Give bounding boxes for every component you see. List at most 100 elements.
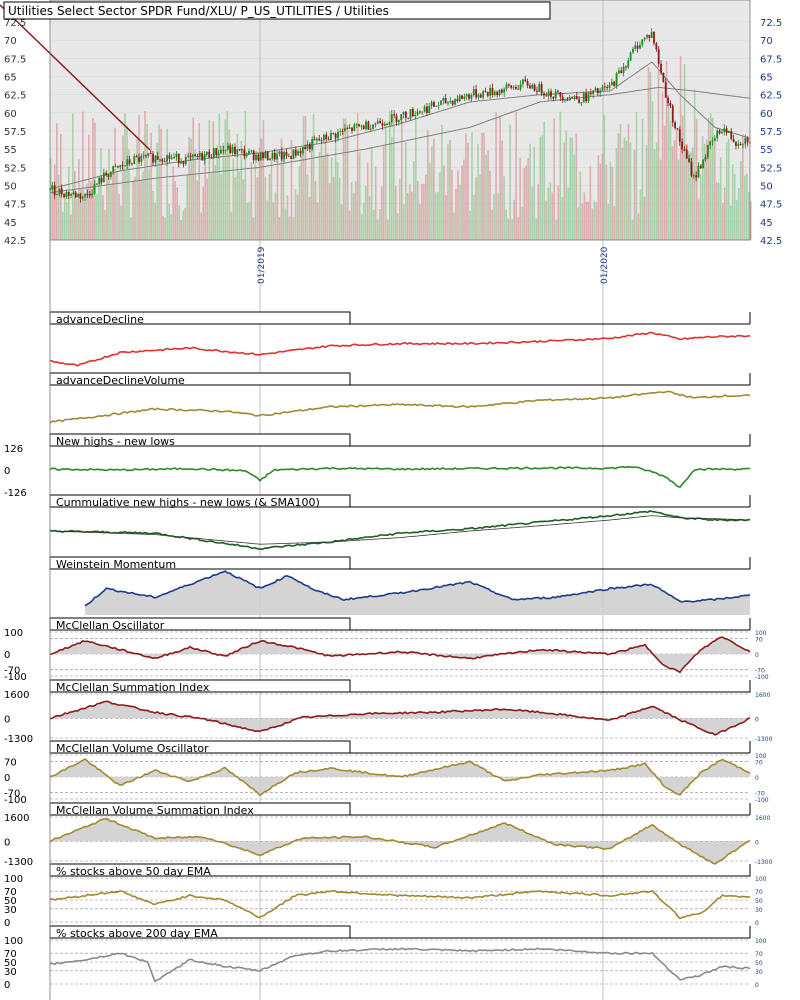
- candle-body: [634, 45, 637, 49]
- candle-body: [273, 152, 276, 160]
- volume-bar: [62, 211, 64, 240]
- candle-body: [367, 121, 370, 130]
- volume-bar: [669, 121, 672, 240]
- candle-body: [159, 159, 161, 161]
- candle-body: [264, 151, 267, 159]
- volume-bar: [310, 140, 313, 240]
- volume-bar: [134, 176, 136, 240]
- candle-body: [402, 111, 405, 115]
- candle-body: [685, 149, 688, 159]
- volume-bar: [585, 201, 588, 240]
- mcclellanVolSum-y-tick: 1600: [4, 813, 29, 824]
- volume-bar: [142, 171, 144, 240]
- volume-bar: [593, 200, 596, 240]
- candle-body: [67, 191, 70, 196]
- volume-bar: [108, 148, 110, 240]
- candle-body: [358, 124, 360, 127]
- volume-bar: [575, 133, 578, 240]
- price-y-tick-right: 60: [760, 109, 773, 120]
- candle-body: [362, 125, 365, 129]
- volume-bar: [625, 140, 628, 240]
- candle-body: [463, 96, 466, 99]
- pct50-right-tick: 50: [755, 898, 763, 905]
- price-y-tick-right: 45: [760, 218, 773, 229]
- candle-body: [397, 119, 400, 123]
- volume-bar: [186, 174, 188, 240]
- candle-body: [435, 105, 438, 107]
- volume-bar: [437, 191, 439, 240]
- volume-bar: [192, 117, 195, 240]
- candle-body: [93, 184, 96, 194]
- volume-bar: [563, 142, 566, 240]
- volume-bar: [58, 174, 60, 240]
- volume-bar: [477, 144, 479, 240]
- volume-bar: [394, 185, 397, 240]
- candle-body: [245, 154, 248, 157]
- candle-body: [313, 139, 316, 141]
- candle-body: [426, 106, 428, 113]
- volume-bar: [232, 158, 235, 240]
- candle-body: [681, 141, 684, 150]
- price-y-tick-left: 67.5: [4, 54, 26, 65]
- volume-bar: [617, 133, 620, 240]
- volume-bar: [571, 137, 574, 240]
- candle-body: [287, 155, 290, 157]
- candle-body: [229, 145, 232, 153]
- candle-body: [248, 150, 250, 155]
- candle-body: [294, 149, 297, 156]
- volume-bar: [431, 146, 433, 240]
- candle-body: [711, 140, 714, 142]
- pct200-title: % stocks above 200 day EMA: [56, 927, 218, 940]
- candle-body: [285, 151, 288, 156]
- price-y-tick-right: 50: [760, 182, 773, 193]
- price-panel-border: [49, 0, 751, 241]
- volume-bar: [358, 152, 361, 240]
- volume-bar: [156, 143, 158, 240]
- candle-body: [477, 94, 480, 98]
- candle-body: [222, 149, 225, 151]
- candle-body: [538, 83, 541, 92]
- candle-body: [374, 123, 377, 125]
- candle-body: [348, 127, 351, 129]
- volume-bar: [427, 130, 429, 240]
- volume-bar: [469, 210, 471, 240]
- volume-bar: [471, 132, 473, 240]
- volume-bar: [715, 182, 718, 240]
- volume-bar: [445, 195, 447, 240]
- price-y-tick-left: 42.5: [4, 236, 26, 247]
- volume-bar: [511, 219, 513, 240]
- volume-bar: [298, 165, 301, 240]
- candle-body: [713, 138, 716, 141]
- candle-body: [201, 153, 204, 161]
- candle-body: [140, 155, 143, 162]
- volume-bar: [324, 142, 327, 240]
- candle-body: [688, 158, 691, 162]
- candle-body: [266, 151, 269, 160]
- candle-body: [625, 66, 627, 68]
- candle-body: [683, 149, 686, 151]
- volume-bar: [356, 112, 359, 240]
- candle-body: [451, 100, 454, 105]
- volume-bar: [304, 115, 307, 240]
- volume-bar: [92, 118, 94, 240]
- volume-bar: [266, 200, 269, 240]
- volume-bar: [392, 119, 395, 240]
- volume-bar: [633, 149, 636, 240]
- price-title-box: [3, 1, 551, 20]
- volume-bar: [374, 166, 377, 240]
- mcclellanOsc-right-tick: 70: [755, 637, 763, 644]
- volume-bar: [144, 111, 146, 241]
- volume-bar: [172, 166, 174, 240]
- volume-bar: [268, 174, 271, 240]
- mcclellanSum-right-tick: 1600: [755, 692, 770, 699]
- volume-bar: [521, 206, 523, 240]
- candle-body: [189, 155, 192, 157]
- mcclellanVolOsc-y-tick: -100: [4, 795, 27, 806]
- volume-bar: [150, 132, 152, 240]
- volume-bar: [128, 149, 130, 240]
- volume-bar: [312, 113, 315, 240]
- candle-body: [109, 171, 112, 177]
- volume-bar: [447, 143, 449, 240]
- candle-body: [674, 122, 676, 129]
- volume-bar: [459, 184, 461, 240]
